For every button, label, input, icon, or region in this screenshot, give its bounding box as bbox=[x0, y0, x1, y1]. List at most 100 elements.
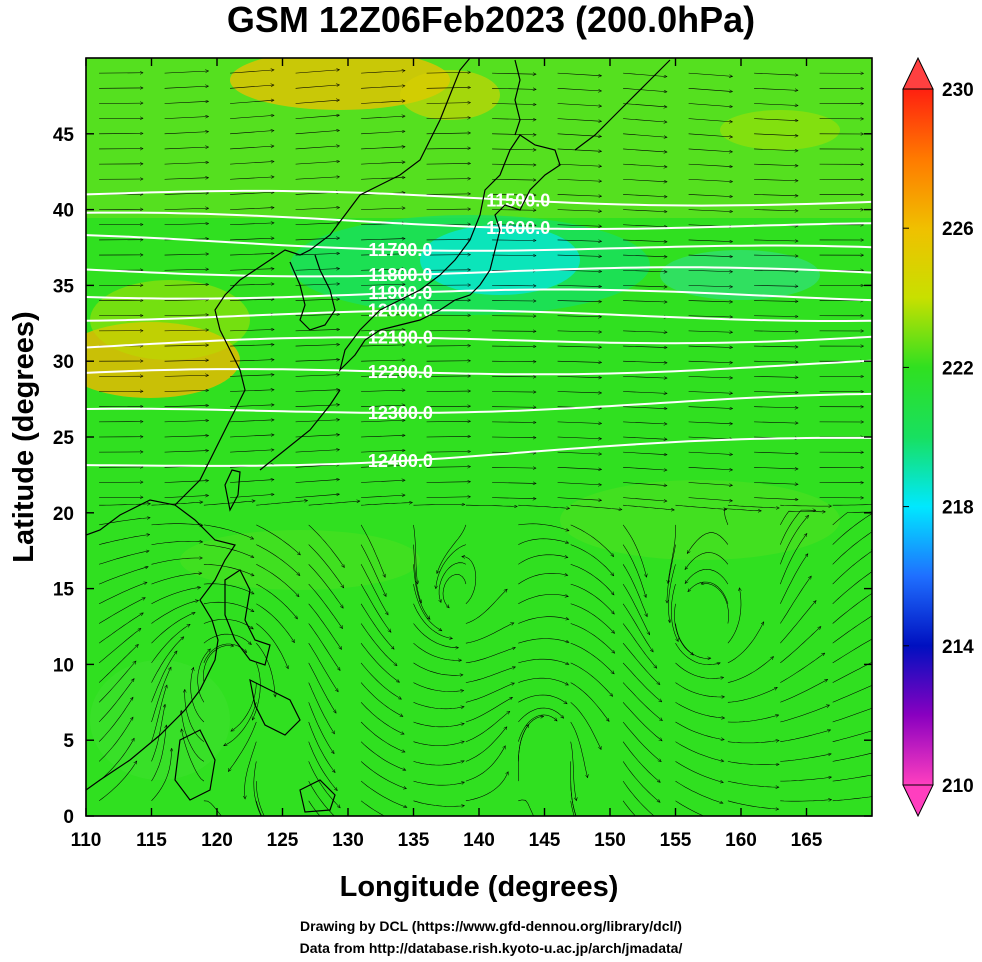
streamline bbox=[203, 800, 222, 816]
wind-arrow bbox=[557, 103, 602, 106]
wind-arrow bbox=[557, 179, 602, 181]
wind-arrow bbox=[164, 224, 209, 225]
wind-arrow bbox=[230, 223, 274, 226]
wind-arrow bbox=[295, 85, 340, 89]
wind-arrow bbox=[557, 209, 602, 212]
wind-arrow bbox=[688, 451, 733, 454]
streamline bbox=[667, 544, 676, 604]
wind-arrow bbox=[754, 179, 798, 180]
wind-arrow bbox=[623, 254, 667, 257]
wind-arrow bbox=[557, 88, 602, 91]
streamline bbox=[727, 657, 774, 683]
wind-arrow bbox=[557, 436, 602, 439]
wind-arrow bbox=[754, 240, 798, 241]
x-axis-title: Longitude (degrees) bbox=[340, 871, 619, 903]
wind-arrow bbox=[295, 479, 340, 483]
wind-arrow bbox=[754, 270, 798, 271]
credit-data: Data from http://database.rish.kyoto-u.a… bbox=[299, 940, 683, 956]
colorbar-tick-label: 226 bbox=[942, 219, 974, 240]
streamline bbox=[727, 740, 779, 744]
streamline bbox=[518, 714, 557, 742]
x-tick-label: 165 bbox=[791, 830, 823, 851]
streamline bbox=[832, 638, 872, 664]
height-contour-label: 11800.0 bbox=[368, 265, 432, 285]
wind-arrow bbox=[623, 239, 667, 242]
y-tick-label: 15 bbox=[53, 580, 75, 601]
streamline bbox=[151, 587, 201, 605]
streamline bbox=[465, 711, 510, 742]
streamline bbox=[570, 662, 613, 696]
streamline bbox=[674, 603, 694, 655]
wind-arrow bbox=[361, 147, 405, 150]
wind-arrow bbox=[426, 148, 471, 149]
streamline bbox=[780, 505, 831, 506]
streamline bbox=[622, 662, 662, 702]
streamline bbox=[622, 800, 636, 816]
streamline bbox=[780, 800, 831, 802]
streamline bbox=[151, 748, 172, 801]
y-axis-title: Latitude (degrees) bbox=[8, 311, 40, 562]
wind-arrow bbox=[557, 467, 602, 469]
wind-arrow bbox=[754, 88, 798, 90]
y-tick-label: 10 bbox=[53, 655, 74, 676]
wind-arrow bbox=[164, 162, 209, 165]
streamline bbox=[413, 524, 418, 584]
wind-arrow bbox=[623, 482, 667, 485]
colorbar-bottom-triangle bbox=[902, 784, 934, 818]
streamline bbox=[252, 662, 261, 720]
streamline bbox=[518, 658, 569, 664]
wind-arrow bbox=[492, 437, 536, 438]
streamline bbox=[308, 501, 360, 506]
wind-arrow bbox=[623, 285, 667, 287]
streamline bbox=[151, 573, 202, 585]
wind-arrow bbox=[623, 133, 667, 137]
wind-arrow bbox=[230, 345, 274, 346]
wind-arrow bbox=[623, 421, 667, 424]
wind-arrow bbox=[361, 208, 405, 210]
wind-arrow bbox=[492, 73, 536, 74]
height-contour-label: 12400.0 bbox=[368, 451, 433, 471]
streamline bbox=[727, 715, 779, 723]
wind-arrow bbox=[557, 376, 602, 377]
streamline bbox=[256, 583, 297, 619]
wind-arrow bbox=[754, 163, 798, 166]
wind-arrow bbox=[688, 163, 733, 167]
wind-arrow bbox=[688, 467, 733, 470]
wind-arrow bbox=[230, 100, 274, 104]
streamline bbox=[780, 653, 825, 683]
wind-arrow bbox=[230, 85, 274, 89]
streamline bbox=[518, 616, 569, 624]
streamline bbox=[671, 584, 678, 641]
wind-arrow bbox=[623, 345, 667, 348]
wind-arrow bbox=[295, 130, 340, 135]
wind-arrow bbox=[164, 421, 209, 422]
height-contour-line bbox=[86, 234, 872, 252]
streamline bbox=[518, 554, 568, 565]
height-contour-line bbox=[86, 189, 872, 207]
wind-arrow bbox=[557, 148, 602, 151]
wind-arrow bbox=[754, 285, 798, 286]
coastline-kuril bbox=[574, 59, 671, 151]
wind-arrow bbox=[164, 178, 209, 180]
y-tick-label: 40 bbox=[53, 201, 74, 222]
streamline bbox=[360, 524, 385, 577]
streamline bbox=[308, 544, 344, 588]
coastline-china-east bbox=[174, 58, 471, 506]
streamline bbox=[832, 685, 872, 703]
wind-arrow bbox=[688, 376, 733, 378]
temperature-field bbox=[86, 58, 872, 816]
wind-arrow bbox=[361, 177, 405, 180]
wind-arrow bbox=[361, 405, 405, 406]
streamline bbox=[465, 648, 516, 664]
streamline bbox=[832, 530, 872, 565]
streamline bbox=[98, 644, 138, 683]
wind-arrow bbox=[688, 179, 733, 181]
wind-arrow bbox=[492, 88, 536, 89]
height-contour-label: 11600.0 bbox=[486, 218, 550, 238]
streamline bbox=[622, 583, 650, 635]
x-tick-label: 150 bbox=[594, 830, 626, 851]
streamline bbox=[675, 761, 724, 782]
wind-arrow bbox=[164, 284, 209, 285]
streamline bbox=[224, 702, 257, 745]
